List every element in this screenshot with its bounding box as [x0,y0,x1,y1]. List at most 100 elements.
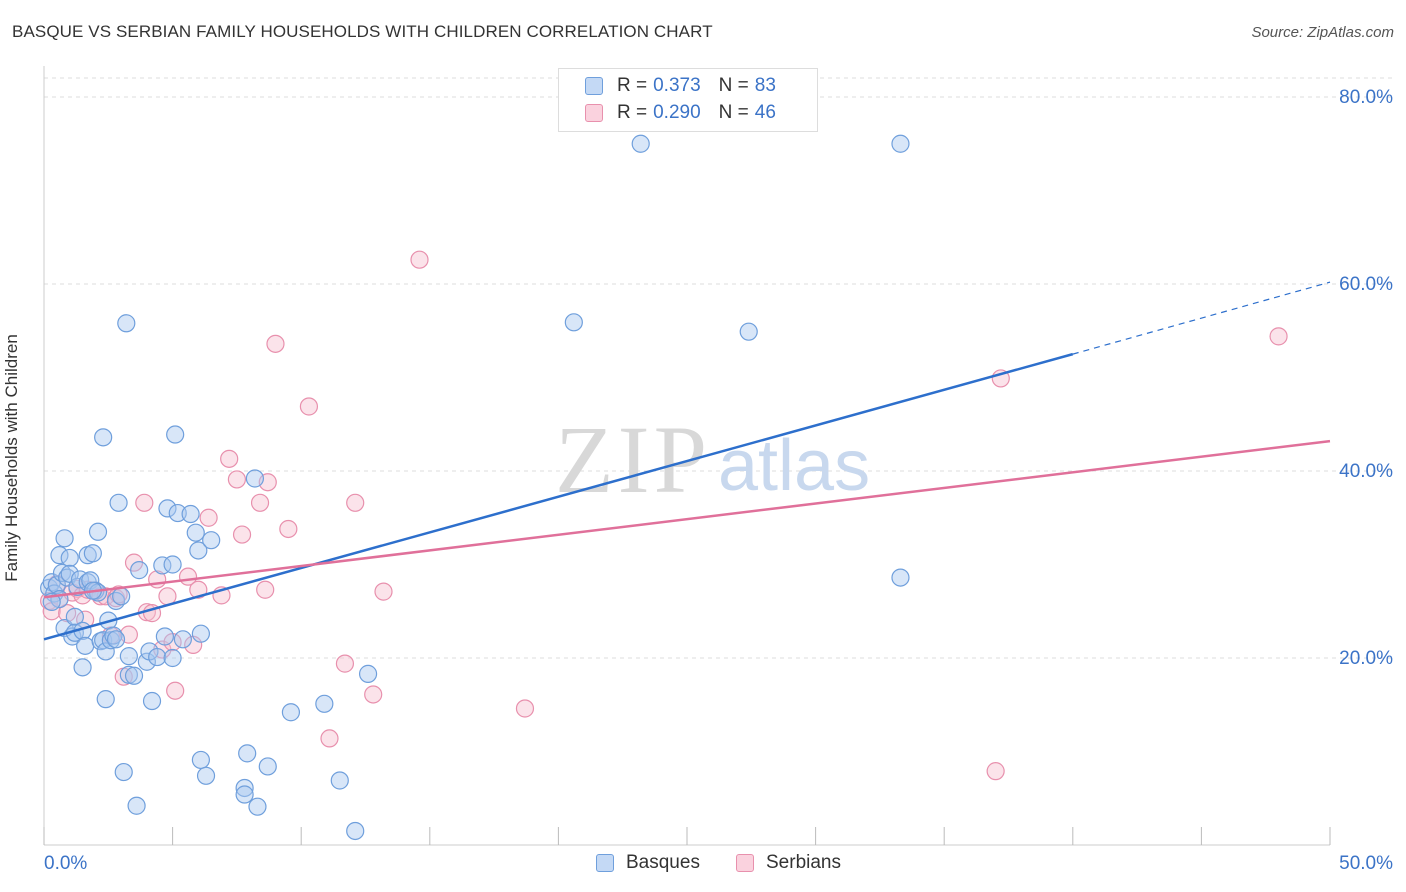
basques-point [191,624,210,643]
serbians-point [166,681,185,700]
basques-point [739,322,758,341]
x-tick-label: 0.0% [44,853,87,874]
serbians-point [1269,327,1288,346]
y-tick-label: 80.0% [1339,87,1393,108]
basques-point [191,750,210,770]
basques-point [124,666,144,685]
basques-point [248,797,267,816]
basques-point [235,778,254,798]
serbians-point [986,762,1005,781]
basques-point [76,636,95,655]
serbians-swatch [585,104,603,122]
basques-point [142,691,162,711]
basques-point [181,504,200,524]
n-label: N = [718,75,749,96]
serbians-point [346,493,365,512]
axes-layer [43,66,1331,846]
basques-point [109,493,128,512]
basques-point [258,757,277,776]
n-value: 83 [754,75,776,96]
r-label: R = [617,75,648,96]
serbians-point [299,397,319,416]
basques-point [238,744,257,763]
basques-trendline-extension [1072,281,1331,355]
basques-point [330,771,349,790]
basques-point [155,627,174,646]
basques-point [73,658,92,677]
tick-labels: 20.0% 40.0% 60.0% 80.0% 0.0% 50.0% [44,87,1393,874]
serbians-point [374,582,393,601]
basques-point [114,762,133,782]
basques-point [119,665,138,684]
serbians-point [135,493,154,512]
legend-row-basques: R = 0.373 N = 83 [585,73,776,99]
basques-point [315,694,334,713]
basques-point [112,587,131,606]
basques-point [94,631,113,650]
r-label: R = [617,102,648,123]
r-value: 0.290 [653,102,701,123]
basques-point [166,425,185,444]
serbians-point [410,250,429,269]
basques-point [96,690,115,709]
basques-point [96,642,115,661]
basques-swatch [585,77,603,95]
r-value: 0.373 [653,75,701,96]
basques-legend-swatch [596,854,614,872]
serbians-point [364,685,383,704]
trend-layer [43,281,1331,641]
y-tick-label: 20.0% [1339,648,1393,669]
serbians-point [220,449,239,468]
basques-point [163,648,182,668]
serbians-point [335,654,355,673]
legend-item-serbians[interactable]: Serbians [736,852,841,874]
basques-point [83,544,102,563]
basques-point [173,630,192,649]
serbians-point [266,334,285,353]
basques-point [564,313,583,332]
basques-point [168,503,187,523]
basques-point [631,134,650,153]
basques-point [106,630,126,649]
basques-point [119,647,138,666]
basques-point [245,469,265,488]
basques-point [196,766,216,785]
basques-point [358,664,378,683]
correlation-legend: R = 0.373 N = 83 R = 0.290 N = 46 [558,68,818,132]
basques-legend-label: Basques [626,852,700,873]
chart-title: BASQUE VS SERBIAN FAMILY HOUSEHOLDS WITH… [12,22,713,41]
serbians-point [199,508,218,527]
basques-point [202,531,221,550]
y-tick-label: 40.0% [1339,461,1393,482]
legend-item-basques[interactable]: Basques [596,852,700,874]
serbians-trendline [43,439,1331,599]
serbians-legend-label: Serbians [766,852,841,873]
basques-point [235,785,254,804]
basques-point [148,647,167,667]
serbians-point [320,729,339,748]
y-axis-label: Family Households with Children [1,334,21,582]
basques-points [40,134,910,841]
serbians-point [256,580,275,599]
serbians-legend-swatch [736,854,754,872]
serbians-point [515,699,535,718]
basques-trendline [43,352,1074,641]
watermark-zip: ZIP [555,406,711,513]
basques-point [163,555,182,574]
basques-point [88,522,108,541]
serbians-point [279,519,298,539]
basques-point [94,428,113,447]
serbians-point [227,470,246,489]
n-label: N = [718,102,749,123]
basques-point [60,548,79,568]
basques-point [189,541,208,560]
serbians-point [250,493,270,512]
legend-row-serbians: R = 0.290 N = 46 [585,100,776,126]
basques-point [137,652,156,671]
basques-point [130,561,149,580]
serbians-point [232,525,252,544]
basques-point [158,499,177,518]
basques-point [346,821,365,841]
n-value: 46 [754,102,776,123]
